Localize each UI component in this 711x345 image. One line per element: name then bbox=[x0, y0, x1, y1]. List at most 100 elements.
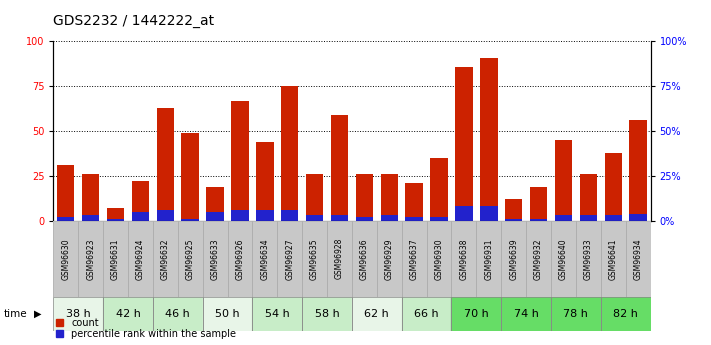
Bar bbox=[551, 297, 601, 331]
Bar bbox=[555, 215, 572, 221]
Bar bbox=[530, 187, 547, 221]
Text: GSM96630: GSM96630 bbox=[61, 238, 70, 279]
Bar bbox=[451, 221, 476, 297]
Bar bbox=[626, 221, 651, 297]
Bar bbox=[601, 297, 651, 331]
Bar bbox=[356, 174, 373, 221]
Bar bbox=[352, 297, 402, 331]
Text: GSM96636: GSM96636 bbox=[360, 238, 369, 279]
Bar bbox=[156, 108, 174, 221]
Bar bbox=[228, 221, 252, 297]
Bar bbox=[380, 215, 398, 221]
Bar bbox=[281, 86, 299, 221]
Text: GSM96633: GSM96633 bbox=[210, 238, 220, 279]
Bar bbox=[352, 297, 402, 331]
Bar bbox=[132, 212, 149, 221]
Text: GSM96928: GSM96928 bbox=[335, 238, 344, 279]
Bar bbox=[103, 297, 153, 331]
Text: 70 h: 70 h bbox=[464, 309, 488, 319]
Bar bbox=[252, 297, 302, 331]
Bar bbox=[128, 221, 153, 297]
Text: time: time bbox=[4, 309, 27, 319]
Text: GSM96930: GSM96930 bbox=[434, 238, 444, 279]
Bar bbox=[252, 221, 277, 297]
Text: 78 h: 78 h bbox=[564, 309, 588, 319]
Bar bbox=[181, 133, 199, 221]
Bar bbox=[178, 221, 203, 297]
Bar bbox=[402, 221, 427, 297]
Text: GSM96925: GSM96925 bbox=[186, 238, 195, 279]
Bar bbox=[451, 297, 501, 331]
Bar bbox=[451, 297, 501, 331]
Text: 58 h: 58 h bbox=[315, 309, 339, 319]
Bar bbox=[501, 221, 526, 297]
Bar bbox=[206, 187, 224, 221]
Bar bbox=[601, 221, 626, 297]
Bar bbox=[455, 206, 473, 221]
Bar bbox=[302, 221, 327, 297]
Bar bbox=[576, 221, 601, 297]
Bar bbox=[281, 210, 299, 221]
Text: GSM96933: GSM96933 bbox=[584, 238, 593, 279]
Text: GSM96639: GSM96639 bbox=[509, 238, 518, 279]
Bar bbox=[306, 215, 324, 221]
Text: GSM96929: GSM96929 bbox=[385, 238, 394, 279]
Bar bbox=[501, 297, 551, 331]
Bar bbox=[82, 215, 100, 221]
Bar bbox=[405, 183, 423, 221]
Bar bbox=[501, 297, 551, 331]
Text: ▶: ▶ bbox=[34, 309, 42, 319]
Bar bbox=[203, 297, 252, 331]
Bar bbox=[377, 221, 402, 297]
Bar bbox=[579, 215, 597, 221]
Bar bbox=[402, 297, 451, 331]
Bar bbox=[178, 221, 203, 297]
Bar bbox=[128, 221, 153, 297]
Bar bbox=[256, 210, 274, 221]
Bar bbox=[302, 297, 352, 331]
Bar bbox=[455, 67, 473, 221]
Text: 54 h: 54 h bbox=[265, 309, 289, 319]
Bar bbox=[302, 297, 352, 331]
Bar bbox=[626, 221, 651, 297]
Text: GSM96931: GSM96931 bbox=[484, 238, 493, 279]
Text: GSM96923: GSM96923 bbox=[86, 238, 95, 279]
Bar bbox=[405, 217, 423, 221]
Bar bbox=[231, 210, 249, 221]
Bar bbox=[252, 297, 302, 331]
Bar bbox=[107, 219, 124, 221]
Bar bbox=[551, 221, 576, 297]
Bar bbox=[153, 221, 178, 297]
Text: GSM96932: GSM96932 bbox=[534, 238, 543, 279]
Bar bbox=[103, 221, 128, 297]
Bar bbox=[206, 212, 224, 221]
Text: 74 h: 74 h bbox=[514, 309, 538, 319]
Text: 42 h: 42 h bbox=[116, 309, 140, 319]
Bar bbox=[629, 214, 647, 221]
Bar bbox=[501, 221, 526, 297]
Bar bbox=[306, 174, 324, 221]
Bar bbox=[555, 140, 572, 221]
Bar bbox=[82, 174, 100, 221]
Bar bbox=[103, 297, 153, 331]
Bar bbox=[601, 221, 626, 297]
Bar bbox=[331, 115, 348, 221]
Bar bbox=[256, 142, 274, 221]
Bar bbox=[480, 206, 498, 221]
Text: 46 h: 46 h bbox=[166, 309, 190, 319]
Bar bbox=[331, 215, 348, 221]
Bar bbox=[604, 215, 622, 221]
Bar bbox=[231, 101, 249, 221]
Text: 38 h: 38 h bbox=[66, 309, 90, 319]
Bar bbox=[576, 221, 601, 297]
Bar bbox=[526, 221, 551, 297]
Text: GSM96926: GSM96926 bbox=[235, 238, 245, 279]
Bar bbox=[601, 297, 651, 331]
Bar bbox=[476, 221, 501, 297]
Bar bbox=[78, 221, 103, 297]
Bar bbox=[277, 221, 302, 297]
Bar bbox=[277, 221, 302, 297]
Bar bbox=[228, 221, 252, 297]
Bar bbox=[629, 120, 647, 221]
Text: 50 h: 50 h bbox=[215, 309, 240, 319]
